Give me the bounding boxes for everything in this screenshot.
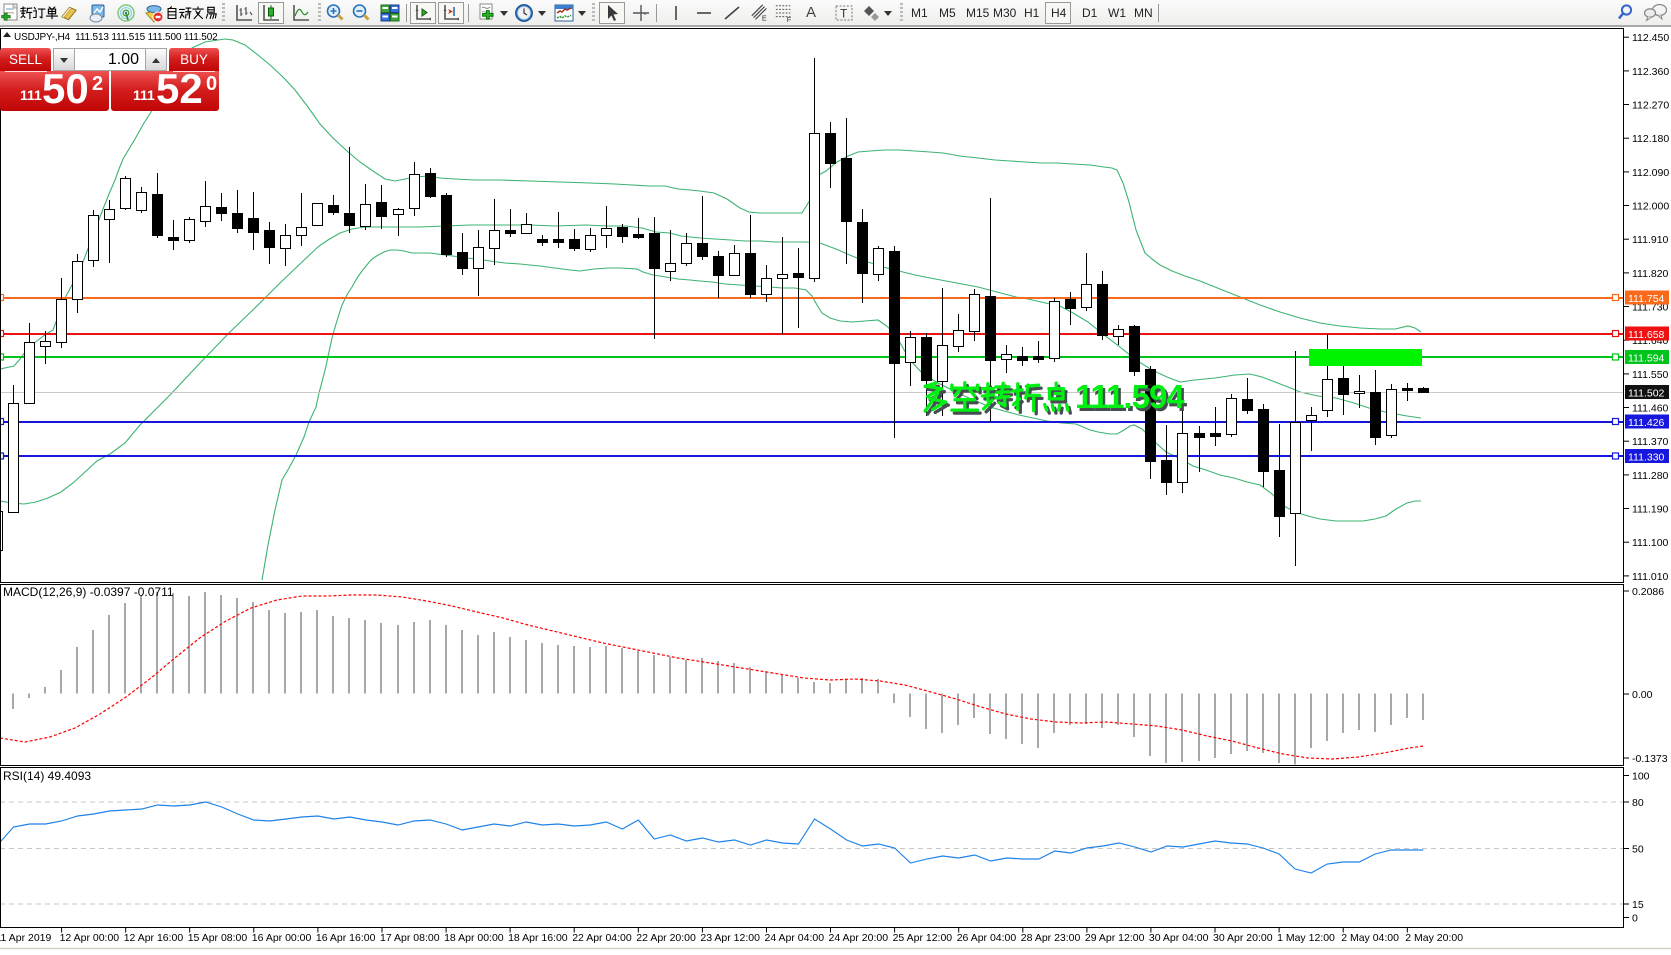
svg-text:111.910: 111.910 <box>1632 234 1669 246</box>
svg-text:112.090: 112.090 <box>1632 167 1669 179</box>
svg-text:100: 100 <box>1632 771 1650 783</box>
svg-text:1 May 12:00: 1 May 12:00 <box>1277 932 1335 944</box>
svg-text:80: 80 <box>1632 797 1644 809</box>
svg-text:18 Apr 16:00: 18 Apr 16:00 <box>508 932 568 944</box>
svg-text:111.280: 111.280 <box>1632 470 1669 482</box>
svg-text:111.594: 111.594 <box>1075 378 1185 415</box>
svg-text:24 Apr 04:00: 24 Apr 04:00 <box>765 932 825 944</box>
svg-text:22 Apr 20:00: 22 Apr 20:00 <box>636 932 696 944</box>
svg-text:111.658: 111.658 <box>1628 329 1665 341</box>
svg-text:18 Apr 00:00: 18 Apr 00:00 <box>444 932 504 944</box>
svg-text:111.550: 111.550 <box>1632 369 1669 381</box>
svg-text:12 Apr 16:00: 12 Apr 16:00 <box>124 932 184 944</box>
svg-text:0.2086: 0.2086 <box>1632 586 1664 598</box>
svg-text:111.190: 111.190 <box>1632 504 1669 516</box>
svg-text:16 Apr 00:00: 16 Apr 00:00 <box>252 932 312 944</box>
svg-text:0.00: 0.00 <box>1632 689 1653 701</box>
svg-text:T: T <box>840 7 848 21</box>
svg-text:111.754: 111.754 <box>1628 293 1665 305</box>
svg-text:23 Apr 12:00: 23 Apr 12:00 <box>700 932 760 944</box>
svg-text:30 Apr 20:00: 30 Apr 20:00 <box>1213 932 1273 944</box>
svg-text:111.502: 111.502 <box>1628 388 1665 400</box>
svg-text:26 Apr 04:00: 26 Apr 04:00 <box>957 932 1017 944</box>
svg-text:15: 15 <box>1632 899 1644 911</box>
svg-text:E: E <box>762 13 767 22</box>
svg-text:111.820: 111.820 <box>1632 268 1669 280</box>
svg-text:111.330: 111.330 <box>1628 452 1665 464</box>
svg-text:MACD(12,26,9) -0.0397 -0.0711: MACD(12,26,9) -0.0397 -0.0711 <box>3 585 174 599</box>
svg-text:30 Apr 04:00: 30 Apr 04:00 <box>1149 932 1209 944</box>
svg-text:25 Apr 12:00: 25 Apr 12:00 <box>893 932 953 944</box>
svg-text:15 Apr 08:00: 15 Apr 08:00 <box>188 932 248 944</box>
svg-text:111.370: 111.370 <box>1632 436 1669 448</box>
svg-text:112.000: 112.000 <box>1632 201 1669 213</box>
svg-text:12 Apr 00:00: 12 Apr 00:00 <box>60 932 120 944</box>
svg-text:29 Apr 12:00: 29 Apr 12:00 <box>1085 932 1145 944</box>
svg-text:112.450: 112.450 <box>1632 32 1669 44</box>
svg-text:2 May 20:00: 2 May 20:00 <box>1405 932 1463 944</box>
svg-text:2 May 04:00: 2 May 04:00 <box>1341 932 1399 944</box>
svg-text:F: F <box>787 15 792 23</box>
svg-text:111.010: 111.010 <box>1632 571 1669 583</box>
svg-text:USDJPY-,H4 111.513 111.515 11: USDJPY-,H4 111.513 111.515 111.500 111.5… <box>14 32 218 43</box>
svg-text:17 Apr 08:00: 17 Apr 08:00 <box>380 932 440 944</box>
svg-text:RSI(14) 49.4093: RSI(14) 49.4093 <box>3 769 91 783</box>
svg-text:22 Apr 04:00: 22 Apr 04:00 <box>572 932 632 944</box>
svg-text:111.100: 111.100 <box>1632 537 1669 549</box>
svg-text:28 Apr 23:00: 28 Apr 23:00 <box>1021 932 1081 944</box>
svg-text:111.594: 111.594 <box>1628 353 1665 365</box>
svg-text:50: 50 <box>1632 844 1644 856</box>
svg-text:0: 0 <box>1632 913 1638 925</box>
svg-text:111.460: 111.460 <box>1632 403 1669 415</box>
svg-text:111.426: 111.426 <box>1628 417 1665 429</box>
svg-text:24 Apr 20:00: 24 Apr 20:00 <box>829 932 889 944</box>
svg-text:112.270: 112.270 <box>1632 100 1669 112</box>
svg-text:11 Apr 2019: 11 Apr 2019 <box>0 932 52 944</box>
svg-text:112.360: 112.360 <box>1632 66 1669 78</box>
svg-text:16 Apr 16:00: 16 Apr 16:00 <box>316 932 376 944</box>
svg-text:112.180: 112.180 <box>1632 133 1669 145</box>
svg-text:-0.1373: -0.1373 <box>1632 753 1668 765</box>
